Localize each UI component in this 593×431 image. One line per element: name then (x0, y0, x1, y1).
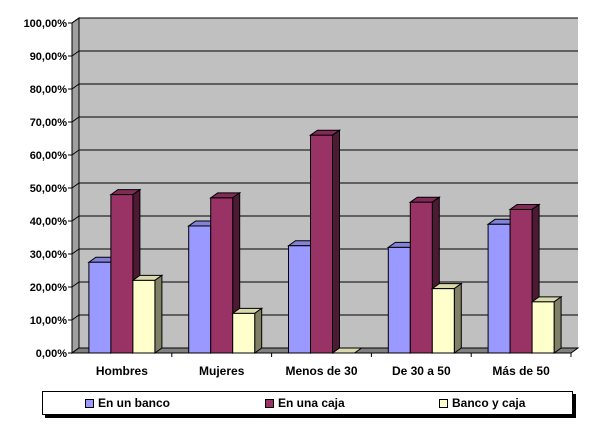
y-tick-label: 60,00% (30, 150, 68, 162)
bar-front (509, 208, 533, 354)
bar-banco-y-caja (530, 295, 563, 354)
bar-banco-y-caja (330, 347, 364, 354)
bar-side (154, 274, 163, 354)
x-category-label: De 30 a 50 (392, 364, 451, 378)
x-category-label: Hombres (96, 364, 148, 378)
bar-side (254, 307, 263, 354)
bar-banco-y-caja (231, 307, 264, 354)
bar-side (332, 129, 340, 354)
bar-banco-y-caja (430, 282, 463, 354)
category-labels: Hombres Mujeres Menos de 30 De 30 a 50 Más d… (96, 364, 550, 378)
bar-en-una-caja (308, 129, 342, 354)
bar-front (288, 245, 311, 354)
y-tick-label: 0,00% (36, 348, 67, 360)
legend-label: Banco y caja (452, 396, 526, 410)
legend-label: En un banco (98, 396, 170, 410)
y-tick-label: 80,00% (30, 84, 68, 96)
y-tick-labels: 0,00% 10,00% 20,00% 30,00% 40,00% 50,00% 60,00… (24, 18, 68, 360)
legend-item-banco-y-caja: Banco y caja (439, 396, 525, 410)
bar-side (453, 282, 462, 354)
legend-item-en-una-caja: En una caja (265, 396, 345, 410)
bar-front (487, 223, 511, 354)
bar-front (210, 197, 234, 354)
bar-front (310, 134, 333, 354)
legend-label: En una caja (278, 396, 345, 410)
gridline-side (71, 17, 80, 24)
gridline-side (71, 83, 80, 90)
bar-front (132, 279, 156, 354)
x-category-label: Mujeres (199, 364, 245, 378)
bar-front (88, 261, 112, 354)
gridline-side (71, 314, 80, 321)
bar-front (188, 225, 212, 354)
bar-front (387, 246, 411, 354)
y-tick-label: 40,00% (30, 216, 68, 228)
bars (87, 129, 563, 354)
legend-item-en-un-banco: En un banco (85, 396, 170, 410)
legend-swatch-en-un-banco (85, 398, 94, 408)
y-tick-label: 20,00% (30, 282, 68, 294)
y-tick-label: 100,00% (24, 18, 68, 30)
legend: En un banco En una caja Banco y caja (42, 391, 573, 415)
x-category-label: Más de 50 (492, 364, 550, 378)
bar-front (232, 312, 256, 354)
bar-top (330, 347, 364, 354)
bar-front (531, 301, 555, 354)
gridline-side (71, 215, 80, 222)
legend-swatch-banco-y-caja (439, 398, 448, 408)
y-tick-label: 90,00% (30, 51, 68, 63)
bar-side (553, 295, 562, 354)
bar-front (110, 194, 134, 354)
y-tick-label: 30,00% (30, 249, 68, 261)
gridline-side (71, 248, 80, 255)
gridline-side (71, 281, 80, 288)
y-tick-label: 70,00% (30, 117, 68, 129)
gridline-side (71, 116, 80, 123)
bar-en-una-caja (508, 203, 541, 354)
legend-swatch-en-una-caja (265, 398, 274, 408)
x-category-label: Menos de 30 (285, 364, 357, 378)
y-tick-label: 10,00% (30, 315, 68, 327)
gridline-side (71, 50, 80, 57)
bar-banco-y-caja (131, 274, 164, 354)
gridline-side (71, 149, 80, 156)
bar-front (431, 288, 455, 354)
bar-front (409, 201, 433, 354)
gridline-side (71, 182, 80, 189)
y-tick-label: 50,00% (30, 183, 68, 195)
